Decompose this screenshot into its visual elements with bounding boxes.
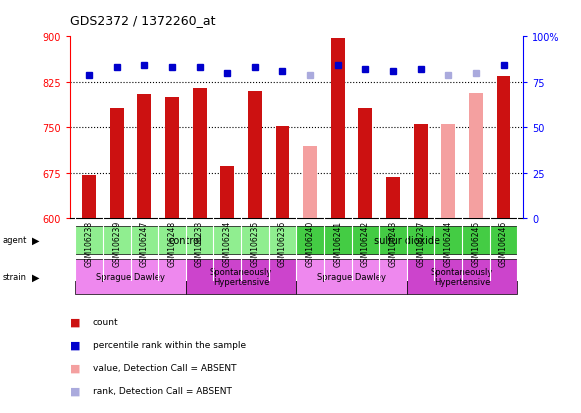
Text: GSM106243: GSM106243	[389, 220, 397, 266]
Text: GSM106233: GSM106233	[195, 220, 204, 266]
Text: Spontaneously
Hypertensive: Spontaneously Hypertensive	[210, 267, 272, 286]
Bar	[469, 93, 483, 219]
Bar	[275, 127, 289, 219]
Bar	[186, 259, 296, 294]
Bar	[76, 227, 296, 254]
Bar	[303, 146, 317, 219]
Text: GSM106234: GSM106234	[223, 220, 232, 266]
Text: GSM106236: GSM106236	[278, 220, 287, 266]
Bar	[82, 175, 96, 219]
Text: ■: ■	[70, 363, 80, 373]
Text: GSM106240: GSM106240	[306, 220, 315, 266]
Text: value, Detection Call = ABSENT: value, Detection Call = ABSENT	[93, 363, 236, 372]
Bar	[296, 227, 517, 254]
Text: strain: strain	[3, 272, 27, 281]
Text: Spontaneously
Hypertensive: Spontaneously Hypertensive	[431, 267, 493, 286]
Bar	[220, 167, 234, 219]
Text: GSM106245: GSM106245	[471, 220, 480, 266]
Text: GSM106235: GSM106235	[250, 220, 259, 266]
Bar	[414, 125, 428, 219]
Text: GSM106237: GSM106237	[416, 220, 425, 266]
Text: ■: ■	[70, 385, 80, 395]
Text: ▶: ▶	[32, 272, 40, 282]
Text: GSM106248: GSM106248	[167, 220, 177, 266]
Text: GSM106239: GSM106239	[112, 220, 121, 266]
Bar	[138, 95, 151, 219]
Text: GSM106247: GSM106247	[140, 220, 149, 266]
Text: Sprague Dawley: Sprague Dawley	[96, 272, 165, 281]
Text: GSM106238: GSM106238	[85, 220, 94, 266]
Text: count: count	[93, 318, 119, 327]
Bar	[407, 259, 517, 294]
Text: GDS2372 / 1372260_at: GDS2372 / 1372260_at	[70, 14, 215, 27]
Text: ▶: ▶	[32, 235, 40, 245]
Text: GSM106246: GSM106246	[499, 220, 508, 266]
Bar	[296, 259, 407, 294]
Bar	[248, 92, 262, 219]
Text: GSM106244: GSM106244	[444, 220, 453, 266]
Bar	[497, 76, 511, 219]
Text: rank, Detection Call = ABSENT: rank, Detection Call = ABSENT	[93, 386, 232, 395]
Text: ■: ■	[70, 340, 80, 350]
Text: control: control	[169, 235, 203, 246]
Text: agent: agent	[3, 236, 27, 245]
Text: ■: ■	[70, 317, 80, 327]
Bar	[386, 178, 400, 219]
Text: percentile rank within the sample: percentile rank within the sample	[93, 340, 246, 349]
Bar	[76, 259, 186, 294]
Bar	[110, 109, 124, 219]
Bar	[193, 89, 206, 219]
Text: sulfur dioxide: sulfur dioxide	[374, 235, 440, 246]
Text: Sprague Dawley: Sprague Dawley	[317, 272, 386, 281]
Text: GSM106242: GSM106242	[361, 220, 370, 266]
Bar	[331, 39, 345, 219]
Bar	[165, 98, 179, 219]
Text: GSM106241: GSM106241	[333, 220, 342, 266]
Bar	[358, 109, 372, 219]
Bar	[442, 125, 455, 219]
